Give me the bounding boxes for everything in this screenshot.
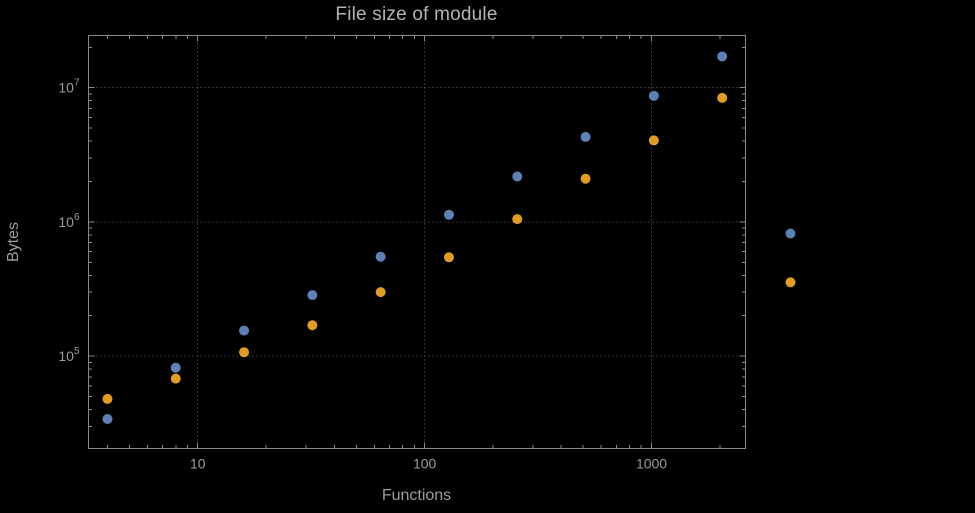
data-point-orange xyxy=(239,347,250,358)
data-point-blue xyxy=(170,362,181,373)
data-point-blue xyxy=(580,131,591,142)
data-point-orange xyxy=(512,214,523,225)
data-point-orange xyxy=(102,393,113,404)
data-point-orange xyxy=(648,135,659,146)
data-point-blue xyxy=(512,171,523,182)
data-point-orange xyxy=(443,252,454,263)
y-axis-label-text: Bytes xyxy=(5,221,23,262)
data-point-blue xyxy=(239,325,250,336)
data-point-orange xyxy=(307,320,318,331)
data-point-blue xyxy=(102,414,113,425)
data-point-orange xyxy=(717,92,728,103)
y-axis-label: Bytes xyxy=(4,35,24,448)
data-point-blue xyxy=(648,90,659,101)
data-point-blue xyxy=(307,290,318,301)
x-tick-label: 100 xyxy=(413,456,437,472)
data-point-orange xyxy=(785,277,796,288)
x-axis-label: Functions xyxy=(381,487,452,504)
x-tick-label: 1000 xyxy=(636,456,667,472)
data-point-orange xyxy=(375,287,386,298)
data-point-blue xyxy=(717,51,728,62)
data-point-blue xyxy=(443,209,454,220)
data-point-blue xyxy=(785,228,796,239)
y-tick-label: 107 xyxy=(58,78,80,96)
chart-title: File size of module xyxy=(335,4,498,25)
y-tick-label: 105 xyxy=(58,346,80,364)
data-point-blue xyxy=(375,251,386,262)
plot-frame xyxy=(88,35,746,449)
data-point-orange xyxy=(580,173,591,184)
x-tick-label: 10 xyxy=(190,456,206,472)
data-point-orange xyxy=(170,373,181,384)
y-tick-label: 106 xyxy=(58,212,80,230)
